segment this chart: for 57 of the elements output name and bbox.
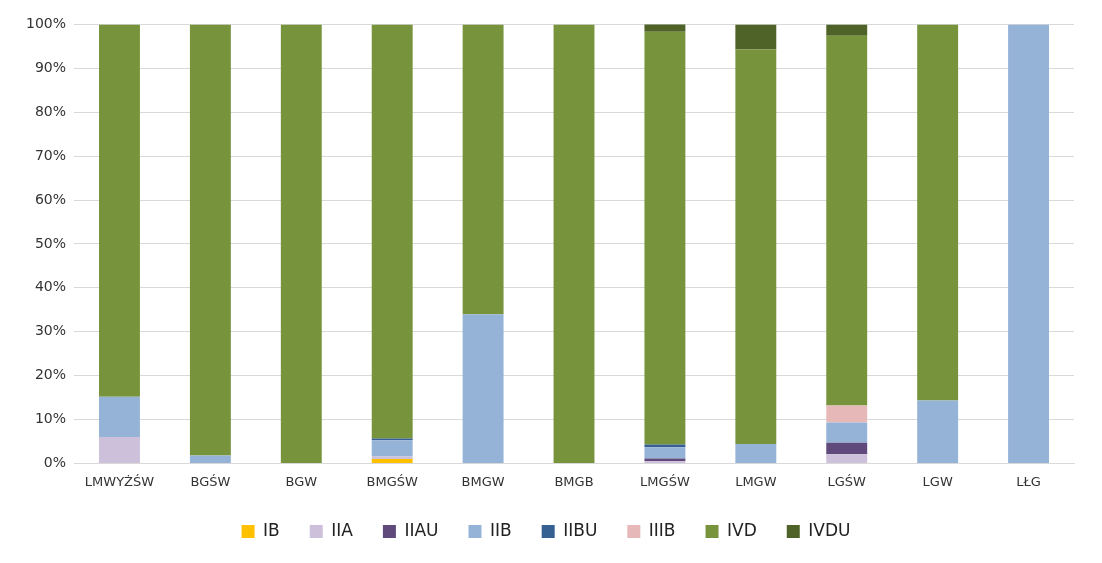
- legend-label: IIBU: [563, 519, 598, 540]
- y-tick-label: 80%: [34, 102, 67, 119]
- legend-label: IIA: [331, 519, 354, 540]
- y-tick-label: 10%: [34, 410, 67, 427]
- y-tick-label: 30%: [34, 322, 67, 339]
- x-tick-label: BGW: [285, 473, 318, 489]
- bar: [462, 24, 504, 315]
- bar: [371, 459, 413, 463]
- bar: [99, 396, 140, 438]
- x-tick-label: LGW: [922, 473, 953, 489]
- bar: [189, 24, 231, 456]
- bar: [826, 405, 868, 423]
- bar: [826, 422, 868, 443]
- bar: [371, 24, 413, 439]
- bar: [644, 447, 686, 459]
- bar: [735, 49, 777, 445]
- y-tick-label: 0%: [43, 454, 67, 471]
- bar: [462, 314, 504, 463]
- x-tick-label: BMGB: [554, 473, 594, 489]
- bar: [826, 24, 868, 36]
- bar: [826, 35, 868, 406]
- bar: [280, 24, 322, 463]
- bar: [826, 442, 868, 455]
- legend-label: IIAU: [404, 519, 439, 540]
- bar: [735, 24, 777, 50]
- y-tick-label: 50%: [34, 234, 67, 251]
- bar: [371, 440, 413, 457]
- x-tick-label: BMGW: [461, 473, 505, 489]
- x-tick-label: LMWYŻŚW: [84, 473, 155, 489]
- legend-label: IB: [263, 519, 280, 540]
- bar: [553, 24, 595, 463]
- x-tick-label: LMGW: [735, 473, 777, 489]
- y-tick-label: 90%: [34, 58, 67, 75]
- x-tick-label: LMGŚW: [640, 473, 690, 489]
- y-tick-label: 60%: [34, 190, 67, 207]
- legend-label: IVDU: [808, 519, 851, 540]
- y-tick-label: 20%: [34, 366, 67, 383]
- legend-label: IVD: [727, 519, 757, 540]
- bar: [917, 24, 959, 401]
- x-tick-label: BGŚW: [190, 473, 231, 489]
- x-tick-label: BMGŚW: [366, 473, 418, 489]
- legend-label: IIB: [490, 519, 512, 540]
- bar: [735, 444, 777, 463]
- bar: [99, 437, 140, 463]
- y-tick-label: 100%: [25, 15, 67, 32]
- y-tick-label: 40%: [34, 278, 67, 295]
- bar: [1008, 24, 1049, 463]
- y-tick-label: 70%: [34, 146, 67, 163]
- bar: [826, 454, 868, 463]
- bar: [917, 400, 959, 463]
- bar: [644, 24, 686, 32]
- legend-label: IIIB: [648, 519, 676, 540]
- x-tick-label: LŁG: [1016, 473, 1041, 489]
- bar: [99, 24, 140, 397]
- x-tick-label: LGŚW: [827, 473, 867, 489]
- bar: [189, 455, 231, 463]
- bar: [644, 31, 686, 445]
